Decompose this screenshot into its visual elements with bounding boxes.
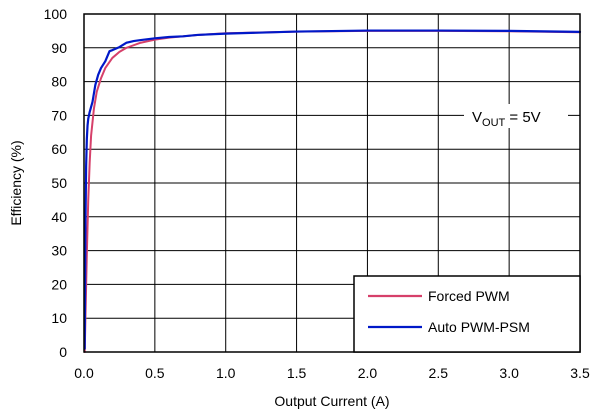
y-tick-label: 10 xyxy=(51,310,67,326)
annotation-background xyxy=(464,104,568,128)
x-tick-label: 0.0 xyxy=(74,365,94,381)
y-tick-label: 80 xyxy=(51,74,67,90)
y-tick-labels: 0 10 20 30 40 50 60 70 80 90 100 xyxy=(44,6,68,360)
x-tick-label: 0.5 xyxy=(145,365,165,381)
x-tick-label: 1.0 xyxy=(216,365,236,381)
y-axis-title: Efficiency (%) xyxy=(8,140,24,225)
y-tick-label: 50 xyxy=(51,175,67,191)
vout-annotation-text: VOUT = 5V xyxy=(472,109,541,129)
y-tick-label: 40 xyxy=(51,209,67,225)
plot-frame xyxy=(83,13,581,353)
series-line-auto-pwm-psm xyxy=(83,29,582,350)
series-layer xyxy=(83,29,582,353)
y-tick-label: 70 xyxy=(51,107,67,123)
x-tick-label: 2.5 xyxy=(429,365,449,381)
y-tick-label: 90 xyxy=(51,40,67,56)
legend-label: Forced PWM xyxy=(428,288,510,304)
vout-annotation: VOUT = 5V xyxy=(464,104,568,129)
x-tick-label: 3.5 xyxy=(570,365,590,381)
y-tick-label: 0 xyxy=(59,344,67,360)
legend-box xyxy=(353,275,581,353)
y-tick-label: 60 xyxy=(51,141,67,157)
x-axis-title: Output Current (A) xyxy=(274,393,389,409)
y-tick-label: 30 xyxy=(51,243,67,259)
legend: Forced PWM Auto PWM-PSM xyxy=(353,275,581,353)
y-tick-label: 100 xyxy=(44,6,68,22)
legend-label: Auto PWM-PSM xyxy=(428,319,530,335)
x-tick-label: 2.0 xyxy=(358,365,378,381)
y-tick-label: 20 xyxy=(51,276,67,292)
x-tick-label: 1.5 xyxy=(287,365,307,381)
x-tick-labels: 0.0 0.5 1.0 1.5 2.0 2.5 3.0 3.5 xyxy=(74,365,590,381)
x-tick-label: 3.0 xyxy=(499,365,519,381)
